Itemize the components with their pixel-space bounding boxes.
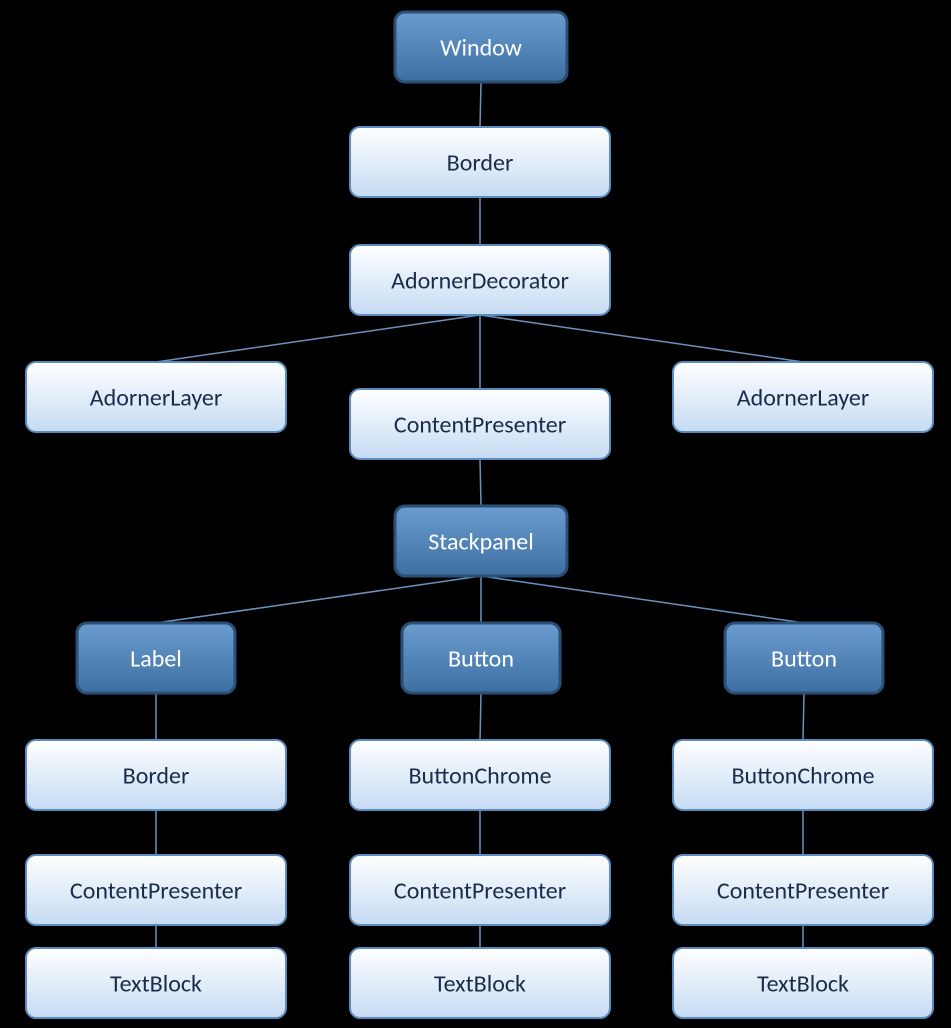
tree-node-chrome2: ButtonChrome [673,740,933,810]
tree-node-label: Window [440,34,522,63]
tree-node-tb1: TextBlock [26,948,286,1018]
tree-node-label: ContentPresenter [394,877,566,906]
tree-node-label: Stackpanel [428,528,534,557]
tree-node-label: TextBlock [434,970,526,999]
tree-node-label: AdornerLayer [90,384,222,413]
tree-node-label: AdornerLayer [737,384,869,413]
tree-edge [156,315,480,362]
tree-node-border2: Border [26,740,286,810]
tree-node-adornerL: AdornerLayer [26,362,286,432]
tree-node-label: TextBlock [757,970,849,999]
tree-node-label: Border [123,762,190,791]
tree-node-label: ContentPresenter [717,877,889,906]
tree-node-label: ButtonChrome [408,762,551,791]
tree-edge [480,459,481,506]
tree-node-cp3: ContentPresenter [673,855,933,925]
tree-node-stackpanel: Stackpanel [395,506,567,576]
tree-edge [803,693,804,740]
tree-node-label: Label [77,623,235,693]
tree-node-adornerdec: AdornerDecorator [350,245,610,315]
tree-edge [156,576,481,623]
tree-node-button1: Button [402,623,560,693]
visual-tree-diagram: Window Border AdornerDecorator AdornerLayer… [0,0,951,1028]
tree-node-label: ContentPresenter [70,877,242,906]
tree-node-label: Border [447,149,514,178]
tree-node-cp2: ContentPresenter [350,855,610,925]
tree-node-label: AdornerDecorator [391,267,569,296]
tree-edge [481,576,804,623]
tree-node-label: Button [771,645,837,674]
tree-node-chrome1: ButtonChrome [350,740,610,810]
tree-node-cp1: ContentPresenter [26,855,286,925]
tree-node-label: Button [448,645,514,674]
tree-edge [480,82,481,127]
tree-node-label: ButtonChrome [731,762,874,791]
tree-node-tb3: TextBlock [673,948,933,1018]
tree-node-tb2: TextBlock [350,948,610,1018]
tree-node-adornerR: AdornerLayer [673,362,933,432]
tree-edge [480,315,803,362]
tree-node-contentP: ContentPresenter [350,389,610,459]
tree-node-label: TextBlock [110,970,202,999]
tree-node-border: Border [350,127,610,197]
tree-node-window: Window [395,12,567,82]
tree-node-label: ContentPresenter [394,411,566,440]
tree-node-label: Label [130,645,182,674]
tree-node-button2: Button [725,623,883,693]
nodes-layer: Window Border AdornerDecorator AdornerLayer… [26,12,933,1018]
tree-edge [480,693,481,740]
